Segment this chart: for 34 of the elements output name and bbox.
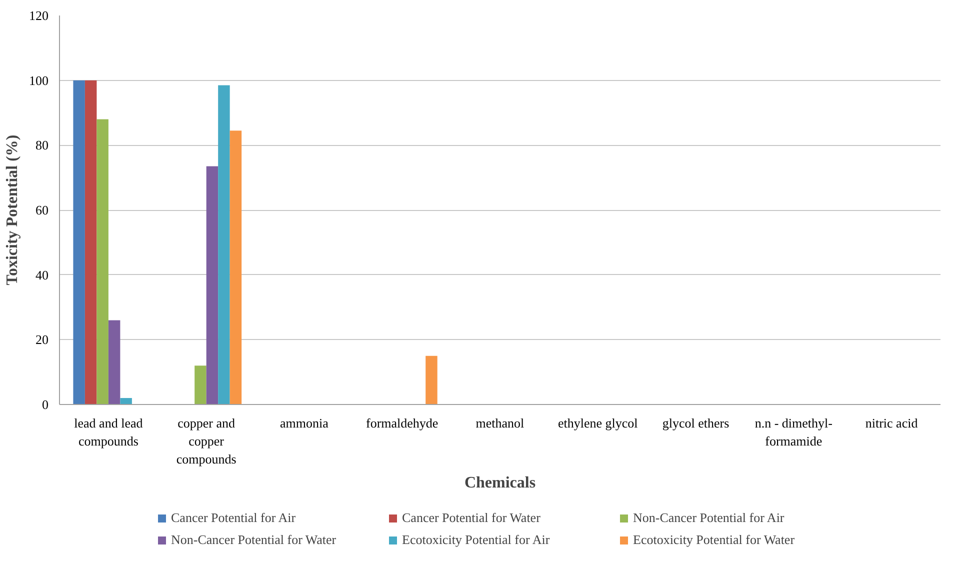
legend-label: Cancer Potential for Air bbox=[171, 510, 297, 526]
y-tick-label: 20 bbox=[36, 332, 48, 348]
legend-label: Ecotoxicity Potential for Water bbox=[633, 532, 796, 548]
x-tick-label: lead and lead compounds bbox=[74, 416, 144, 448]
bar bbox=[84, 80, 97, 404]
y-axis-title: Toxicity Potential (%) bbox=[4, 134, 21, 286]
bar bbox=[230, 130, 242, 404]
x-tick-label: glycol ethers bbox=[662, 416, 730, 430]
x-tick-label: nitric acid bbox=[865, 416, 918, 430]
x-tick-label: ammonia bbox=[280, 416, 329, 430]
x-tick-label: n.n - dimethyl-formamide bbox=[754, 416, 832, 448]
bar bbox=[120, 398, 132, 404]
y-tick-label: 60 bbox=[36, 202, 48, 218]
y-tick-label: 120 bbox=[29, 8, 48, 23]
legend-label: Non-Cancer Potential for Water bbox=[171, 532, 338, 548]
bar bbox=[218, 85, 230, 404]
bar bbox=[96, 119, 108, 404]
y-tick-label: 40 bbox=[36, 267, 48, 282]
bar bbox=[108, 320, 120, 404]
x-tick-label: ethylene glycol bbox=[558, 416, 638, 430]
bar bbox=[73, 80, 85, 404]
legend-label: Cancer Potential for Water bbox=[402, 510, 542, 526]
legend-label: Non-Cancer Potential for Air bbox=[633, 510, 786, 526]
bar bbox=[426, 356, 438, 404]
legend-label: Ecotoxicity Potential for Air bbox=[402, 532, 551, 548]
x-tick-label: copper and copper compounds bbox=[176, 416, 236, 466]
x-tick-label: methanol bbox=[476, 416, 525, 430]
x-tick-label: formaldehyde bbox=[366, 416, 438, 430]
bar bbox=[194, 366, 206, 404]
bar bbox=[206, 166, 218, 404]
y-tick-label: 80 bbox=[36, 138, 48, 153]
y-tick-label: 0 bbox=[42, 397, 48, 412]
x-axis-title: Chemicals bbox=[464, 474, 536, 492]
y-tick-label: 100 bbox=[29, 72, 48, 88]
